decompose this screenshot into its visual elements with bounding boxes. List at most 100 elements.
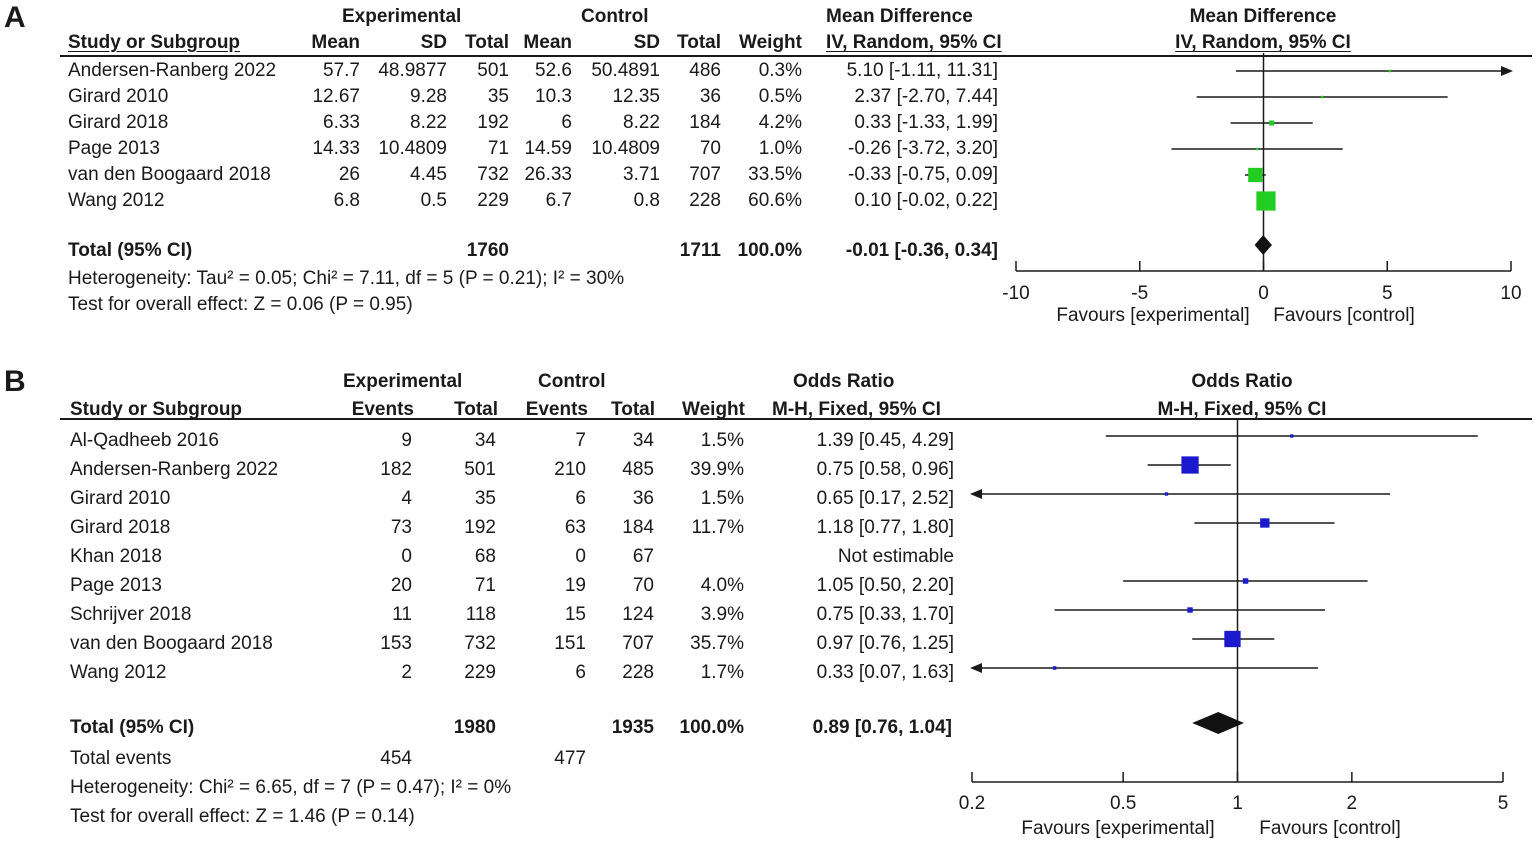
a-ctl-sd: 12.35 (612, 86, 660, 107)
a-favours-right: Favours [control] (1273, 305, 1415, 326)
b-total-exp: 1980 (453, 717, 496, 738)
b-exp-total: 118 (465, 604, 496, 625)
a-study-marker (1255, 147, 1259, 151)
b-study-name: Girard 2010 (70, 488, 171, 509)
b-study-marker (1224, 630, 1241, 648)
b-study-name: Khan 2018 (70, 546, 162, 567)
b-exp-total: 34 (474, 430, 496, 451)
a-ctl-total: 36 (699, 86, 721, 107)
b-study-name: Wang 2012 (70, 662, 167, 683)
a-exp-sd: 4.45 (410, 164, 447, 185)
a-study-name: van den Boogaard 2018 (68, 164, 271, 185)
b-study-marker (1187, 607, 1193, 613)
b-header-rule (60, 418, 1532, 420)
a-study-marker (1388, 69, 1391, 73)
a-ci-text: 5.10 [-1.11, 11.31] (846, 60, 998, 81)
b-tick-label: 0.5 (1110, 793, 1136, 814)
b-measure-header: Odds Ratio (793, 371, 895, 392)
a-ctl-sd: 50.4891 (591, 60, 660, 81)
a-col-ctl-total: Total (677, 32, 721, 53)
b-ctl-events: 0 (575, 546, 586, 567)
a-weight: 0.5% (758, 86, 802, 107)
b-tick-label: 0.2 (959, 793, 985, 814)
a-exp-mean: 57.7 (323, 60, 360, 81)
b-tick-label: 1 (1232, 793, 1243, 814)
a-study-name: Page 2013 (68, 138, 160, 159)
b-exp-total: 68 (474, 546, 496, 567)
b-ci-text: 1.05 [0.50, 2.20] (816, 575, 954, 596)
a-col-exp-total: Total (465, 32, 509, 53)
a-col-ctl-mean: Mean (523, 32, 572, 53)
b-study-marker (1260, 518, 1270, 528)
a-weight: 0.3% (758, 60, 802, 81)
a-col-study: Study or Subgroup (68, 32, 241, 53)
a-exp-mean: 26 (338, 164, 360, 185)
a-ctl-mean: 6 (561, 112, 572, 133)
b-weight: 1.5% (700, 488, 744, 509)
b-plot-measure-header: Odds Ratio (1191, 371, 1293, 392)
b-total-weight: 100.0% (679, 717, 744, 738)
a-exp-total: 35 (487, 86, 509, 107)
a-favours-left: Favours [experimental] (1056, 305, 1250, 326)
a-col-ctl-sd: SD (633, 32, 660, 53)
a-weight: 33.5% (748, 164, 802, 185)
b-ci-text: 0.65 [0.17, 2.52] (816, 488, 954, 509)
a-exp-total: 71 (487, 138, 509, 159)
b-study-marker (1164, 492, 1169, 496)
b-study-name: Al-Qadheeb 2016 (70, 430, 219, 451)
b-favours-left: Favours [experimental] (1021, 818, 1215, 839)
b-weight: 39.9% (690, 459, 744, 480)
b-col-ctl-events: Events (525, 399, 588, 420)
a-exp-sd: 10.4809 (378, 138, 447, 159)
b-total-events-label: Total events (70, 748, 172, 769)
a-exp-mean: 6.8 (333, 190, 360, 211)
b-weight: 11.7% (691, 517, 744, 538)
b-total-events-exp: 454 (380, 748, 412, 769)
a-exp-total: 501 (477, 60, 509, 81)
a-total-exp: 1760 (466, 240, 509, 261)
panel-a-label: A (4, 1, 26, 34)
b-total-ctl: 1935 (611, 717, 654, 738)
b-col-study: Study or Subgroup (70, 399, 243, 420)
b-exp-events: 11 (392, 604, 412, 625)
b-study-name: Girard 2018 (70, 517, 171, 538)
a-exp-mean: 14.33 (312, 138, 360, 159)
b-experimental-header: Experimental (343, 371, 463, 392)
b-exp-events: 182 (380, 459, 412, 480)
b-ctl-total: 228 (622, 662, 654, 683)
a-exp-sd: 8.22 (410, 112, 447, 133)
b-ci-text: 0.97 [0.76, 1.25] (816, 633, 954, 654)
b-ctl-events: 210 (554, 459, 586, 480)
b-ctl-events: 63 (564, 517, 586, 538)
b-study-name: van den Boogaard 2018 (70, 633, 273, 654)
b-ci-text: 1.39 [0.45, 4.29] (816, 430, 954, 451)
b-weight: 35.7% (690, 633, 744, 654)
a-ctl-mean: 14.59 (524, 138, 572, 159)
b-tick-label: 2 (1347, 793, 1358, 814)
a-exp-total: 732 (477, 164, 509, 185)
a-exp-sd: 48.9877 (378, 60, 447, 81)
a-exp-total: 229 (477, 190, 509, 211)
b-total-ci: 0.89 [0.76, 1.04] (812, 717, 952, 738)
a-plot-measure-header: Mean Difference (1189, 6, 1337, 27)
a-study-marker (1320, 95, 1324, 99)
a-ctl-total: 70 (699, 138, 721, 159)
a-tick-label: 5 (1382, 283, 1393, 304)
a-study-name: Girard 2010 (68, 86, 169, 107)
b-exp-total: 35 (474, 488, 496, 509)
b-total-events-ctl: 477 (554, 748, 586, 769)
b-exp-events: 9 (401, 430, 412, 451)
b-weight: 1.5% (700, 430, 744, 451)
a-ci-text: -0.26 [-3.72, 3.20] (848, 138, 998, 159)
a-exp-mean: 6.33 (323, 112, 360, 133)
b-ci-arrow-left (970, 489, 982, 499)
a-ctl-total: 486 (689, 60, 721, 81)
a-ci-arrow-right (1501, 66, 1513, 76)
b-ci-text: 0.75 [0.33, 1.70] (816, 604, 954, 625)
a-ctl-total: 707 (689, 164, 721, 185)
b-weight: 3.9% (700, 604, 744, 625)
b-ctl-events: 15 (564, 604, 586, 625)
a-plot-method-header: IV, Random, 95% CI (1175, 32, 1351, 53)
b-ctl-total: 67 (632, 546, 654, 567)
a-col-ci: IV, Random, 95% CI (826, 32, 1002, 53)
